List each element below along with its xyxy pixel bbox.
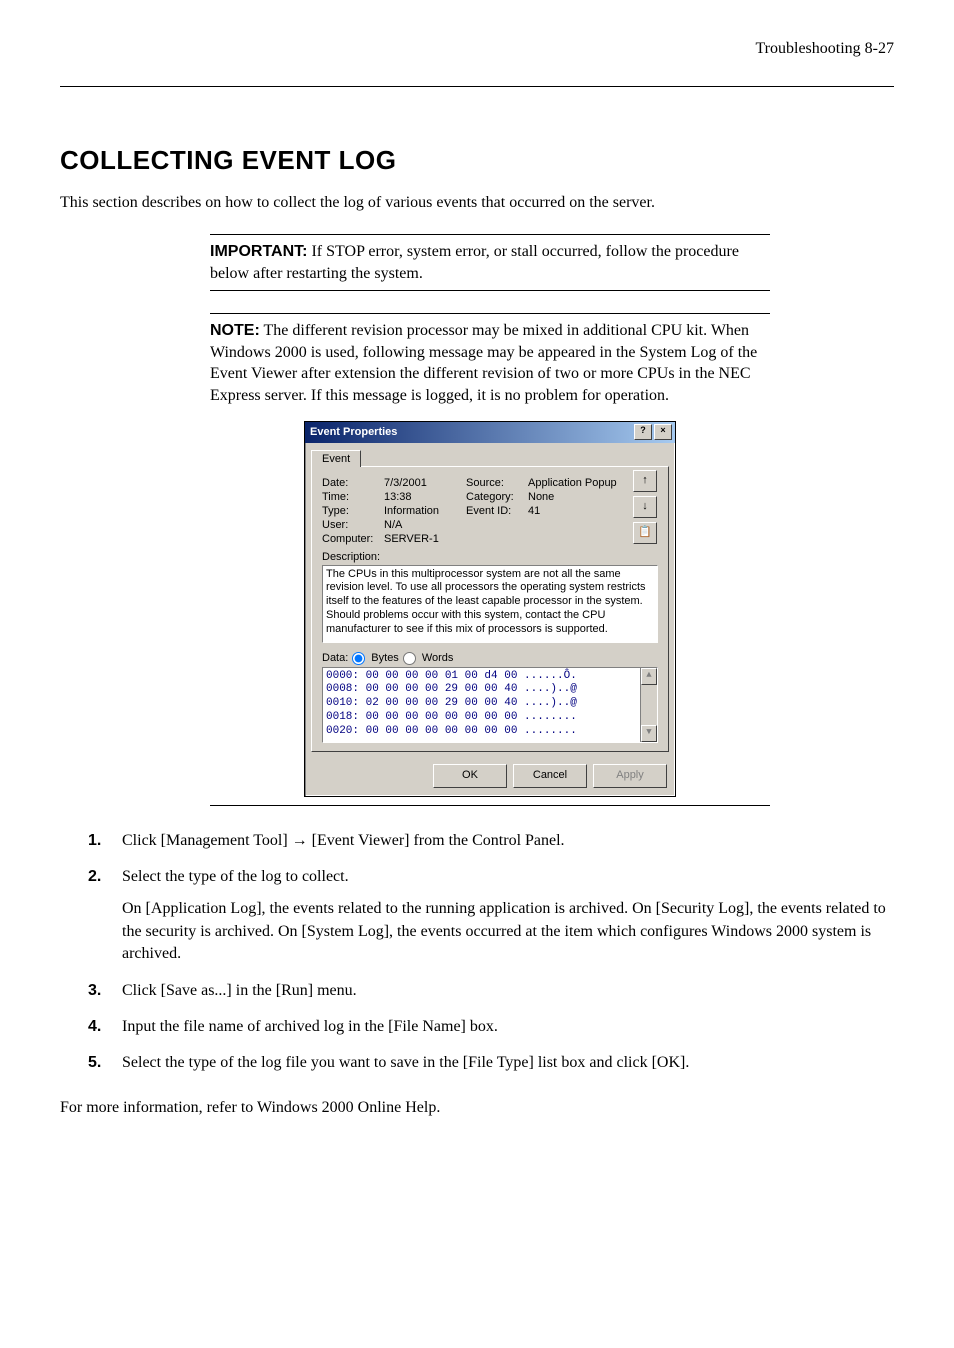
ok-button[interactable]: OK — [433, 764, 507, 788]
hex-line: 0000: 00 00 00 00 01 00 d4 00 ......Ô. — [326, 670, 654, 684]
copy-button[interactable]: 📋 — [633, 522, 657, 544]
step-text: Select the type of the log file you want… — [122, 1054, 689, 1071]
header-rule — [60, 86, 894, 87]
tab-strip: Event — [305, 443, 675, 466]
scroll-down-icon[interactable]: ▼ — [641, 725, 657, 742]
data-radio-row: Data: Bytes Words — [322, 652, 658, 665]
date-label: Date: — [322, 477, 380, 489]
radio-words-label: Words — [422, 652, 454, 664]
event-properties-dialog: Event Properties ? × Event ↑ ↓ 📋 — [304, 421, 676, 797]
step-2-detail: On [Application Log], the events related… — [122, 898, 894, 965]
data-label: Data: — [322, 652, 348, 664]
important-content: IMPORTANT: If STOP error, system error, … — [210, 235, 770, 290]
page-header: Troubleshooting 8-27 — [60, 40, 894, 58]
section-heading: COLLECTING EVENT LOG — [60, 145, 894, 176]
intro-paragraph: This section describes on how to collect… — [60, 194, 894, 212]
tab-panel: Date: 7/3/2001 Source: Application Popup… — [311, 466, 669, 752]
important-block: IMPORTANT: If STOP error, system error, … — [210, 234, 770, 291]
note-block: NOTE: The different revision processor m… — [210, 313, 770, 805]
note-label: NOTE: — [210, 322, 260, 339]
hex-line: 0010: 02 00 00 00 29 00 00 40 ....)..@ — [326, 697, 654, 711]
step-text: Select the type of the log to collect. — [122, 868, 349, 885]
time-value: 13:38 — [384, 491, 462, 503]
description-label: Description: — [322, 551, 658, 563]
important-label: IMPORTANT: — [210, 243, 307, 260]
eventid-label: Event ID: — [466, 505, 524, 517]
step-text: Click [Management Tool] → [Event Viewer]… — [122, 832, 565, 849]
radio-bytes[interactable] — [352, 652, 365, 665]
cancel-button[interactable]: Cancel — [513, 764, 587, 788]
user-value: N/A — [384, 519, 462, 531]
rule-bottom — [210, 805, 770, 806]
hex-line: 0008: 00 00 00 00 29 00 00 40 ....)..@ — [326, 683, 654, 697]
scrollbar[interactable]: ▲ ▼ — [640, 668, 657, 742]
close-button[interactable]: × — [654, 424, 672, 440]
event-info-grid: Date: 7/3/2001 Source: Application Popup… — [322, 477, 658, 545]
radio-bytes-label: Bytes — [371, 652, 399, 664]
help-button[interactable]: ? — [634, 424, 652, 440]
step-text: Input the file name of archived log in t… — [122, 1018, 498, 1035]
radio-words[interactable] — [403, 652, 416, 665]
step-text: Click [Save as...] in the [Run] menu. — [122, 982, 357, 999]
step-3: Click [Save as...] in the [Run] menu. — [88, 980, 894, 1016]
user-label: User: — [322, 519, 380, 531]
dialog-titlebar[interactable]: Event Properties ? × — [305, 422, 675, 443]
steps-list: Click [Management Tool] → [Event Viewer]… — [88, 830, 894, 1089]
time-label: Time: — [322, 491, 380, 503]
page: Troubleshooting 8-27 COLLECTING EVENT LO… — [0, 0, 954, 1177]
scroll-up-icon[interactable]: ▲ — [641, 668, 657, 685]
type-label: Type: — [322, 505, 380, 517]
prev-record-button[interactable]: ↑ — [633, 470, 657, 492]
computer-value: SERVER-1 — [384, 533, 462, 545]
record-nav: ↑ ↓ 📋 — [633, 470, 657, 544]
dialog-button-row: OK Cancel Apply — [305, 758, 675, 796]
step-2: Select the type of the log to collect. O… — [88, 866, 894, 980]
hex-data-box[interactable]: 0000: 00 00 00 00 01 00 d4 00 ......Ô. 0… — [322, 667, 658, 743]
rule-bottom — [210, 290, 770, 291]
next-record-button[interactable]: ↓ — [633, 496, 657, 518]
source-label: Source: — [466, 477, 524, 489]
category-label: Category: — [466, 491, 524, 503]
description-textarea[interactable]: The CPUs in this multiprocessor system a… — [322, 565, 658, 643]
tab-event[interactable]: Event — [311, 450, 361, 467]
step-4: Input the file name of archived log in t… — [88, 1016, 894, 1052]
step-1: Click [Management Tool] → [Event Viewer]… — [88, 830, 894, 866]
hex-line: 0020: 00 00 00 00 00 00 00 00 ........ — [326, 725, 654, 739]
note-content: NOTE: The different revision processor m… — [210, 314, 770, 412]
dialog-figure: Event Properties ? × Event ↑ ↓ 📋 — [210, 421, 770, 797]
closing-paragraph: For more information, refer to Windows 2… — [60, 1099, 894, 1117]
type-value: Information — [384, 505, 462, 517]
apply-button[interactable]: Apply — [593, 764, 667, 788]
dialog-title: Event Properties — [310, 426, 397, 438]
computer-label: Computer: — [322, 533, 380, 545]
titlebar-controls: ? × — [634, 424, 672, 440]
date-value: 7/3/2001 — [384, 477, 462, 489]
step-5: Select the type of the log file you want… — [88, 1052, 894, 1088]
note-text: The different revision processor may be … — [210, 322, 757, 404]
hex-line: 0018: 00 00 00 00 00 00 00 00 ........ — [326, 711, 654, 725]
